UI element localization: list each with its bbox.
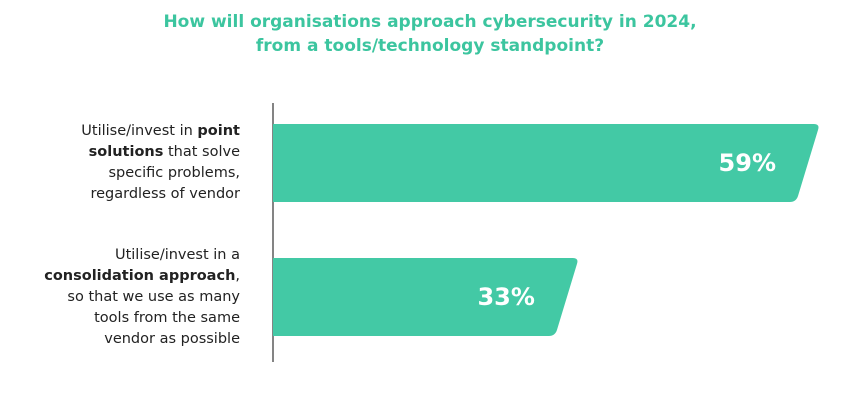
category-label: Utilise/invest in point solutions that s…: [81, 123, 240, 202]
chart-title: How will organisations approach cybersec…: [163, 12, 697, 56]
bar: [273, 124, 819, 202]
value-label: 33%: [477, 283, 534, 311]
bar: [273, 258, 578, 336]
category-label: Utilise/invest in a consolidation approa…: [44, 246, 240, 347]
value-label: 59%: [719, 149, 776, 177]
